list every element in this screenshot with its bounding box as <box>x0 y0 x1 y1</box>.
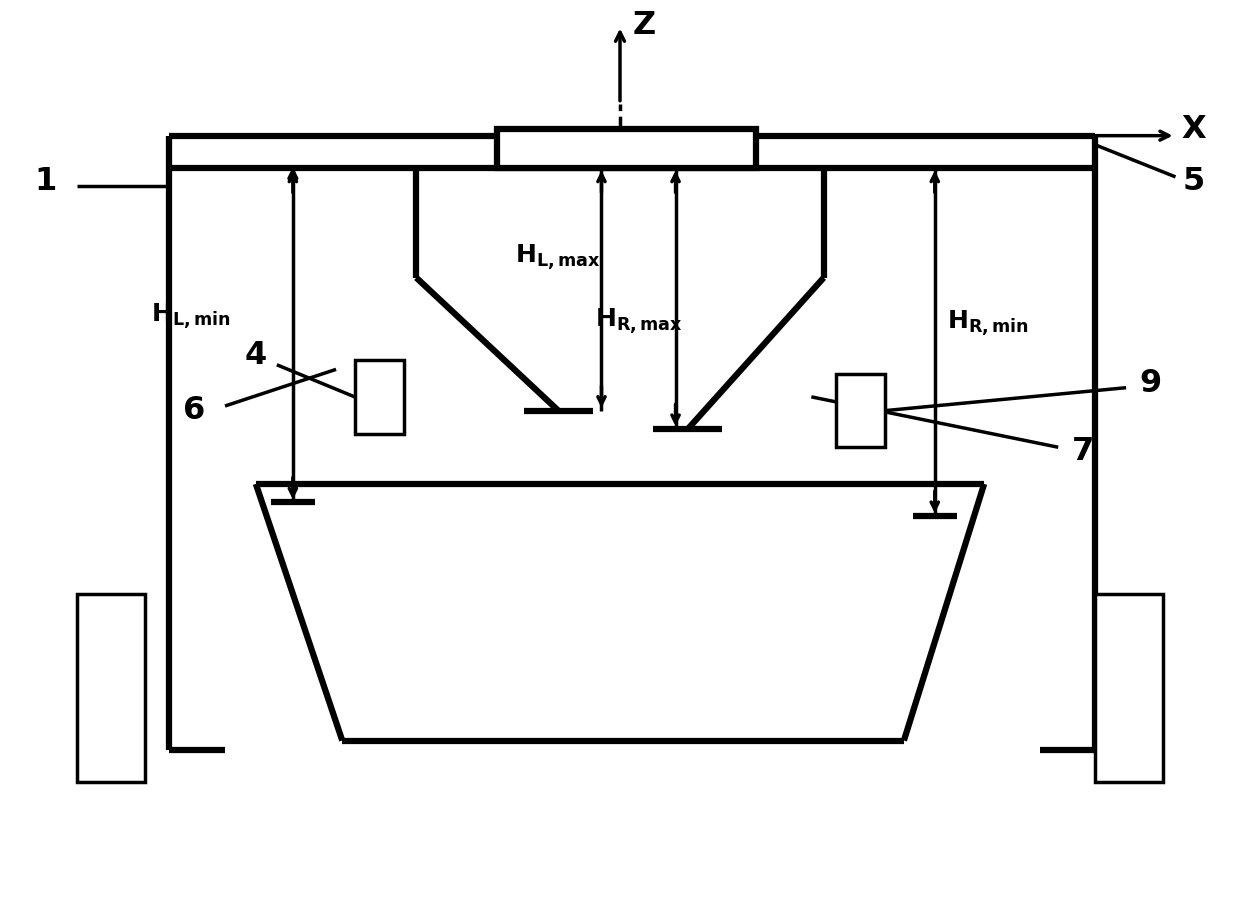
Text: Z: Z <box>632 10 656 41</box>
Bar <box>1095 594 1163 782</box>
Bar <box>496 129 756 168</box>
Bar <box>836 374 885 447</box>
Text: 9: 9 <box>1140 368 1162 398</box>
Bar <box>77 594 145 782</box>
Text: $\mathbf{H_{R,min}}$: $\mathbf{H_{R,min}}$ <box>947 309 1029 338</box>
Text: 1: 1 <box>35 166 57 197</box>
Text: $\mathbf{H_{L,max}}$: $\mathbf{H_{L,max}}$ <box>515 242 600 272</box>
Text: $\mathbf{H_{L,min}}$: $\mathbf{H_{L,min}}$ <box>151 302 231 331</box>
Text: 6: 6 <box>184 396 206 426</box>
Text: 4: 4 <box>244 340 267 372</box>
Text: 5: 5 <box>1183 166 1205 197</box>
Bar <box>355 361 404 433</box>
Text: $\mathbf{H_{R,max}}$: $\mathbf{H_{R,max}}$ <box>595 306 683 336</box>
Text: X: X <box>1182 113 1207 145</box>
Text: 7: 7 <box>1071 436 1094 467</box>
